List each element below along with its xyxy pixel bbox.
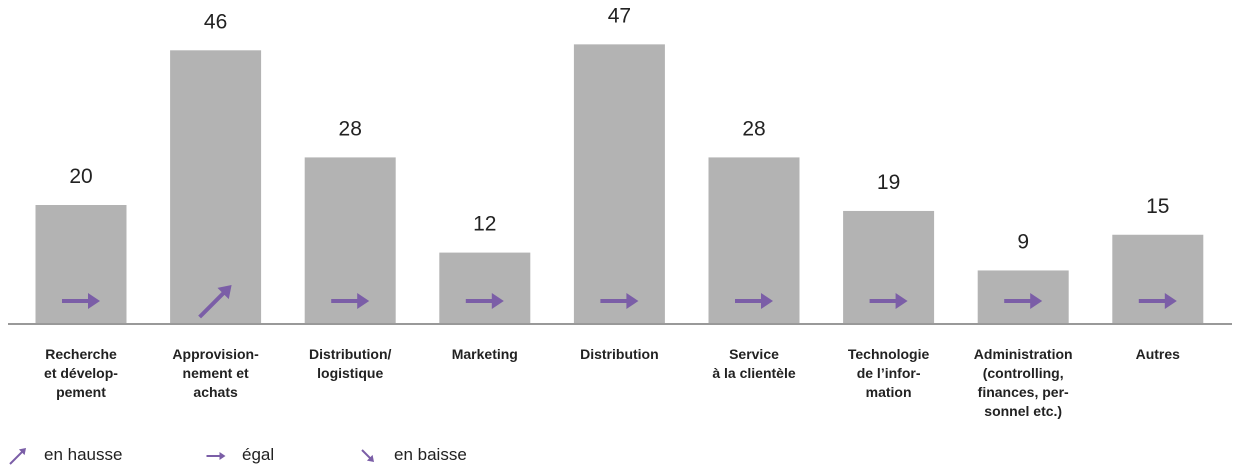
- category-label: Distribution: [580, 346, 659, 362]
- category-label: Marketing: [451, 346, 518, 362]
- value-label: 19: [877, 171, 900, 194]
- legend-label: en hausse: [44, 445, 123, 464]
- value-label: 20: [69, 165, 92, 188]
- value-label: 28: [742, 117, 765, 140]
- category-label: Distribution/ logistique: [308, 346, 392, 381]
- category-label: Approvision- nement et achats: [172, 346, 259, 400]
- trend-arrow-head: [895, 293, 908, 309]
- value-label: 15: [1146, 195, 1169, 218]
- trend-arrow: [198, 290, 226, 319]
- bar: [170, 50, 262, 325]
- trend-arrow-head: [217, 285, 232, 300]
- legend-label: égal: [242, 445, 275, 464]
- bar: [304, 157, 396, 324]
- bar: [708, 157, 800, 324]
- value-label: 47: [608, 4, 631, 27]
- legend-label: en baisse: [394, 445, 467, 464]
- trend-arrow-head: [491, 293, 504, 309]
- value-label: 9: [1017, 230, 1029, 253]
- trend-arrow-head: [357, 293, 370, 309]
- trend-arrow: [361, 449, 372, 460]
- value-label: 46: [204, 10, 227, 33]
- bar: [843, 210, 935, 324]
- category-label: Autres: [1135, 346, 1180, 362]
- trend-arrow-head: [18, 448, 26, 456]
- trend-arrow-head: [761, 293, 773, 309]
- bar: [573, 44, 665, 324]
- category-label: Administration (controlling, finances, p…: [973, 346, 1073, 419]
- trend-arrow-head: [219, 452, 226, 460]
- trend-arrow-head: [88, 293, 100, 309]
- trend-arrow-head: [1030, 293, 1043, 309]
- value-label: 28: [339, 117, 362, 140]
- bar: [977, 270, 1069, 324]
- trend-arrow-head: [1164, 293, 1177, 309]
- trend-arrow-head: [626, 293, 639, 309]
- value-label: 12: [473, 213, 496, 236]
- bar: [35, 205, 127, 324]
- trend-arrow: [9, 450, 24, 465]
- category-label: Service à la clientèle: [712, 346, 796, 381]
- category-label: Technologie de l’infor- mation: [847, 346, 930, 400]
- category-label: Recherche et dévelop- pement: [44, 346, 118, 400]
- trend-arrow-head: [366, 454, 374, 462]
- bar: [439, 252, 531, 324]
- bar: [1112, 234, 1204, 324]
